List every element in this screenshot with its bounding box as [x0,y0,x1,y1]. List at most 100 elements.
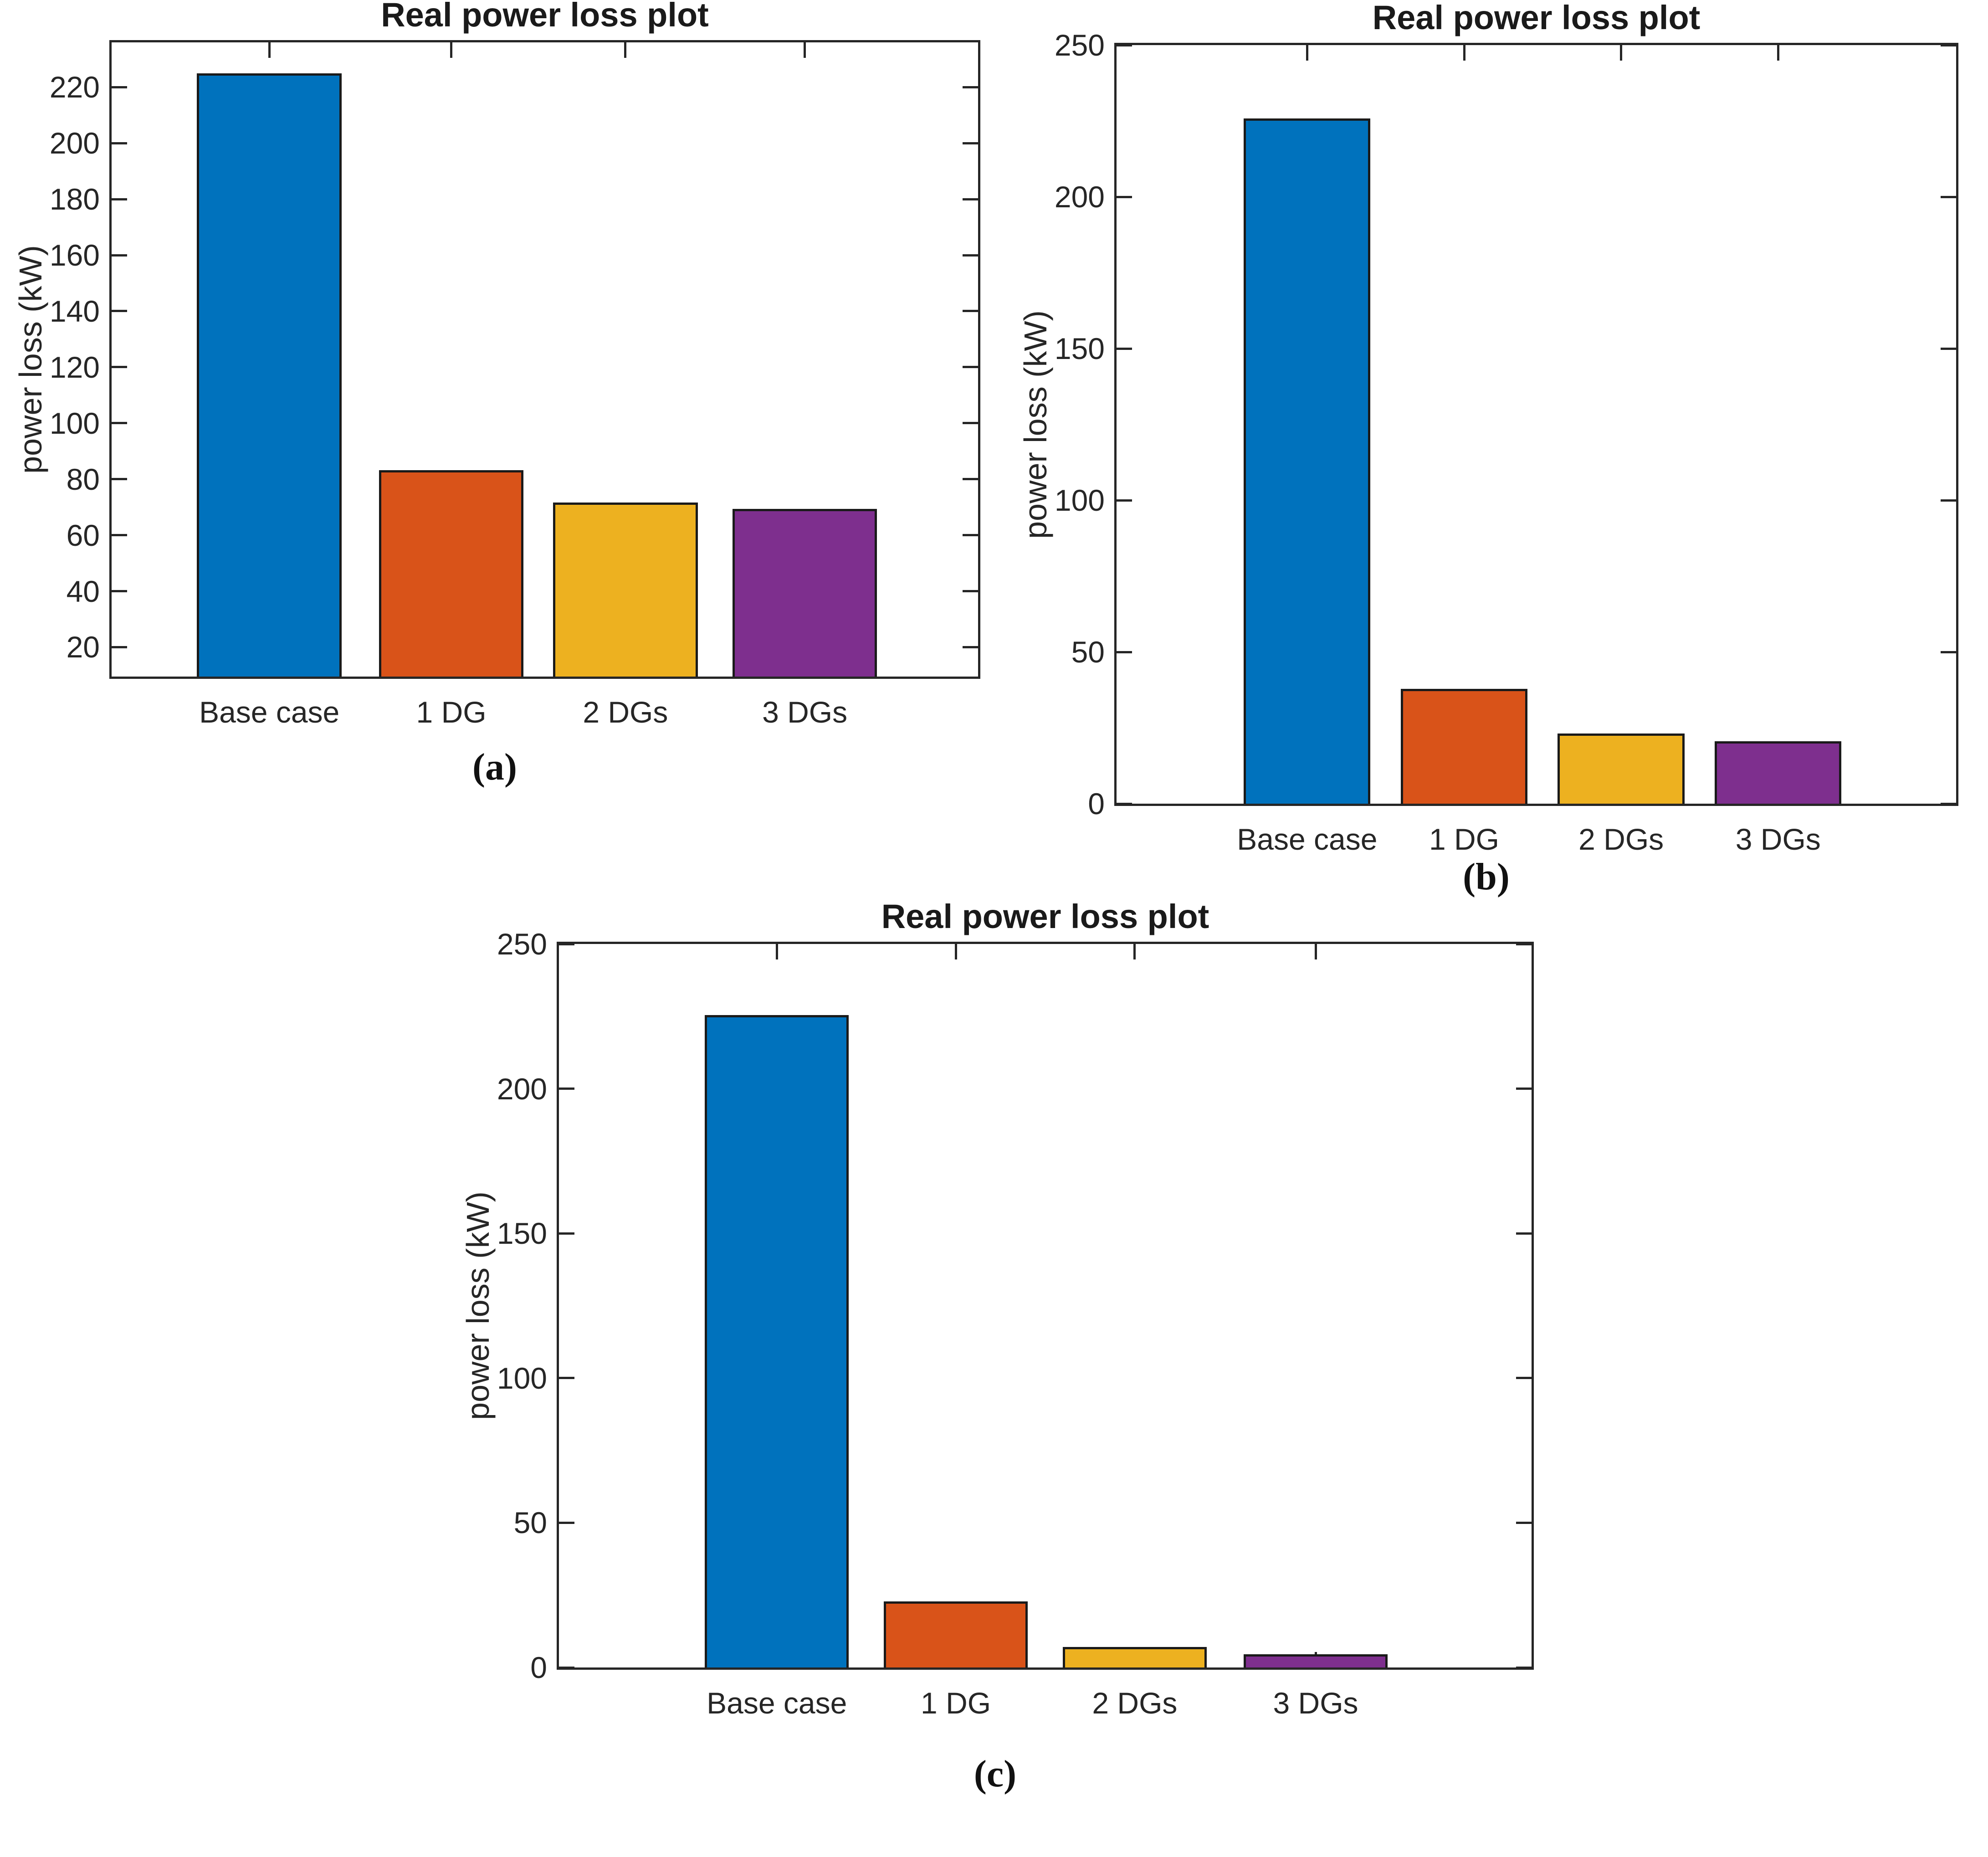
x-tick-mark [624,42,627,58]
bar-2-dgs [553,502,698,677]
y-tick-label: 60 [66,518,100,552]
y-tick-mark [1117,651,1132,653]
y-tick-mark [1117,347,1132,350]
y-tick-mark [559,1377,574,1380]
y-axis-label: power loss (kW) [1018,310,1053,539]
bar-1-dg [884,1601,1028,1667]
y-tick-mark [1941,44,1956,46]
y-tick-label: 200 [1054,180,1105,214]
y-tick-mark [112,366,127,369]
y-tick-mark [963,198,978,200]
y-tick-mark [963,478,978,481]
chart-title: Real power loss plot [381,0,709,34]
y-tick-label: 100 [49,406,100,440]
y-tick-label: 100 [1054,483,1105,517]
chart-title: Real power loss plot [1372,0,1701,36]
y-tick-label: 0 [1088,787,1105,821]
y-tick-mark [559,943,574,945]
y-tick-label: 250 [497,927,547,961]
y-tick-mark [963,366,978,369]
x-category-label: 3 DGs [1735,822,1821,856]
bar-chart-a: Real power loss plot power loss (kW) (a)… [13,0,980,788]
bar-1-dg [379,470,524,677]
y-tick-mark [112,198,127,200]
x-category-label: 1 DG [416,695,487,729]
x-tick-mark [954,944,957,959]
y-tick-mark [963,422,978,425]
y-tick-mark [963,142,978,144]
x-tick-mark [1463,45,1465,61]
y-tick-mark [112,422,127,425]
y-tick-mark [1516,1377,1532,1380]
y-tick-label: 40 [66,574,100,608]
x-tick-mark [775,944,778,959]
y-tick-label: 180 [49,182,100,216]
y-tick-mark [1516,1232,1532,1235]
y-tick-mark [559,1232,574,1235]
x-tick-mark [268,42,271,58]
x-tick-mark [1777,45,1779,61]
y-tick-mark [1117,195,1132,198]
y-tick-label: 120 [49,350,100,384]
y-tick-label: 100 [497,1361,547,1395]
bar-1-dg [1400,688,1528,804]
y-tick-mark [963,254,978,256]
y-tick-label: 50 [513,1506,547,1540]
y-tick-mark [112,142,127,144]
chart-title: Real power loss plot [881,898,1209,935]
y-tick-mark [1941,651,1956,653]
y-tick-mark [1941,195,1956,198]
y-tick-mark [963,590,978,593]
y-tick-mark [112,310,127,313]
y-tick-mark [963,310,978,313]
x-tick-mark [1620,45,1623,61]
y-tick-label: 50 [1071,635,1105,669]
x-category-label: 2 DGs [583,695,668,729]
x-category-label: Base case [707,1686,847,1720]
x-tick-mark [804,42,806,58]
x-category-label: 1 DG [1429,822,1500,856]
subfigure-caption-c: (c) [974,1753,1017,1795]
y-tick-mark [112,478,127,481]
y-tick-mark [1516,1666,1532,1669]
x-category-label: 2 DGs [1092,1686,1178,1720]
y-tick-mark [112,86,127,88]
y-tick-mark [1941,347,1956,350]
bar-2-dgs [1062,1647,1207,1667]
y-tick-mark [1516,943,1532,945]
y-tick-mark [112,590,127,593]
y-tick-label: 20 [66,630,100,664]
y-axis-label: power loss (kW) [460,1191,496,1420]
y-tick-mark [963,646,978,648]
y-axis-label: power loss (kW) [13,245,48,474]
y-tick-mark [1117,44,1132,46]
subfigure-caption-a: (a) [472,746,517,788]
bar-chart-c: Real power loss plot power loss (kW) (c)… [460,898,1534,1795]
y-tick-label: 200 [49,126,100,160]
x-tick-mark [450,42,453,58]
bar-3-dgs [1715,741,1842,804]
x-tick-mark [1133,944,1136,959]
y-tick-label: 250 [1054,28,1105,62]
y-tick-mark [559,1521,574,1524]
y-tick-mark [112,254,127,256]
bar-base-case [705,1015,849,1667]
y-tick-mark [112,534,127,537]
x-category-label: Base case [1237,822,1378,856]
x-tick-mark [1306,45,1308,61]
bar-base-case [197,73,342,677]
y-tick-label: 150 [497,1216,547,1251]
y-tick-label: 200 [497,1072,547,1106]
y-tick-label: 220 [49,70,100,104]
y-tick-mark [1941,802,1956,805]
y-tick-label: 150 [1054,332,1105,365]
bar-base-case [1244,118,1371,804]
x-category-label: 3 DGs [762,695,848,729]
y-tick-mark [963,534,978,537]
y-tick-label: 0 [530,1651,547,1684]
x-category-label: Base case [199,695,340,729]
bar-3-dgs [1244,1654,1388,1667]
y-tick-mark [559,1666,574,1669]
y-tick-mark [1941,499,1956,502]
